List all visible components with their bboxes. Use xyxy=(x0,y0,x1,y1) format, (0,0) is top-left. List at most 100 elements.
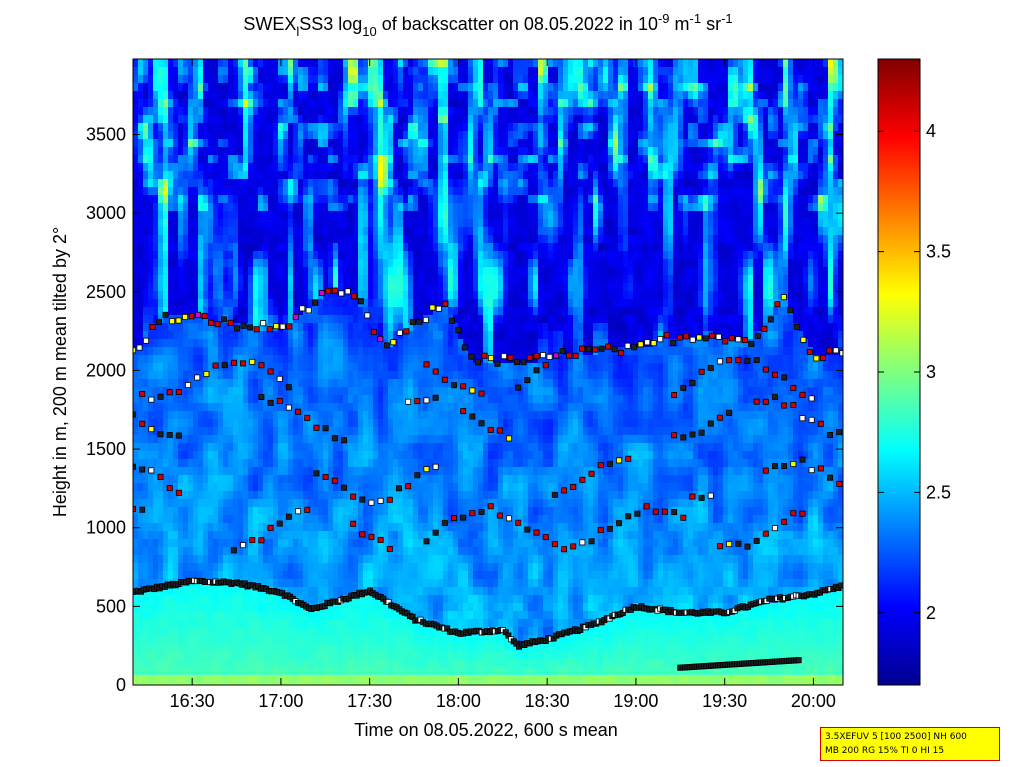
heatmap-cell xyxy=(173,595,179,604)
heatmap-cell xyxy=(383,387,389,396)
heatmap-cell xyxy=(218,539,224,548)
heatmap-cell xyxy=(163,195,169,204)
heatmap-cell xyxy=(248,507,254,516)
heatmap-cell xyxy=(133,387,139,396)
heatmap-cell xyxy=(293,267,299,276)
heatmap-cell xyxy=(423,403,429,412)
heatmap-cell xyxy=(368,411,374,420)
heatmap-cell xyxy=(368,379,374,388)
heatmap-cell xyxy=(258,267,264,276)
heatmap-cell xyxy=(228,619,234,628)
heatmap-cell xyxy=(343,123,349,132)
heatmap-cell xyxy=(423,515,429,524)
heatmap-cell xyxy=(323,675,329,684)
heatmap-cell xyxy=(328,387,334,396)
heatmap-cell xyxy=(133,371,139,380)
heatmap-cell xyxy=(143,611,149,620)
heatmap-cell xyxy=(298,211,304,220)
heatmap-cell xyxy=(213,307,219,316)
heatmap-cell xyxy=(378,211,384,220)
heatmap-cell xyxy=(428,291,434,300)
heatmap-cell xyxy=(383,651,389,660)
heatmap-cell xyxy=(343,259,349,268)
heatmap-cell xyxy=(213,475,219,484)
heatmap-cell xyxy=(308,235,314,244)
heatmap-cell xyxy=(288,59,294,68)
heatmap-cell xyxy=(163,395,169,404)
heatmap-cell xyxy=(143,403,149,412)
heatmap-cell xyxy=(253,59,259,68)
heatmap-cell xyxy=(248,115,254,124)
heatmap-cell xyxy=(303,475,309,484)
heatmap-cell xyxy=(308,539,314,548)
heatmap-cell xyxy=(193,395,199,404)
heatmap-cell xyxy=(443,251,449,260)
heatmap-cell xyxy=(398,243,404,252)
heatmap-cell xyxy=(198,179,204,188)
heatmap-cell xyxy=(438,451,444,460)
heatmap-cell xyxy=(268,451,274,460)
heatmap-cell xyxy=(183,155,189,164)
heatmap-cell xyxy=(363,259,369,268)
heatmap-cell xyxy=(278,579,284,588)
heatmap-cell xyxy=(378,667,384,676)
heatmap-cell xyxy=(288,635,294,644)
heatmap-cell xyxy=(363,331,369,340)
heatmap-cell xyxy=(138,683,144,685)
heatmap-cell xyxy=(168,187,174,196)
heatmap-cell xyxy=(253,499,259,508)
heatmap-cell xyxy=(158,603,164,612)
heatmap-cell xyxy=(328,283,334,292)
heatmap-cell xyxy=(213,531,219,540)
heatmap-cell xyxy=(313,627,319,636)
heatmap-cell xyxy=(178,427,184,436)
heatmap-cell xyxy=(403,139,409,148)
heatmap-cell xyxy=(238,507,244,516)
heatmap-cell xyxy=(428,299,434,308)
heatmap-cell xyxy=(278,483,284,492)
heatmap-cell xyxy=(293,243,299,252)
heatmap-cell xyxy=(258,163,264,172)
heatmap-cell xyxy=(248,659,254,668)
heatmap-cell xyxy=(198,115,204,124)
heatmap-cell xyxy=(363,267,369,276)
heatmap-cell xyxy=(398,251,404,260)
heatmap-cell xyxy=(278,667,284,676)
heatmap-cell xyxy=(278,187,284,196)
heatmap-cell xyxy=(238,107,244,116)
heatmap-cell xyxy=(318,595,324,604)
heatmap-cell xyxy=(353,371,359,380)
heatmap-cell xyxy=(193,443,199,452)
heatmap-cell xyxy=(383,187,389,196)
heatmap-cell xyxy=(138,131,144,140)
heatmap-cell xyxy=(373,443,379,452)
heatmap-cell xyxy=(238,299,244,308)
heatmap-cell xyxy=(398,555,404,564)
heatmap-cell xyxy=(263,235,269,244)
heatmap-cell xyxy=(373,403,379,412)
heatmap-cell xyxy=(163,627,169,636)
heatmap-cell xyxy=(148,579,154,588)
heatmap-cell xyxy=(178,307,184,316)
heatmap-cell xyxy=(228,227,234,236)
heatmap-cell xyxy=(398,211,404,220)
heatmap-cell xyxy=(158,235,164,244)
heatmap-cell xyxy=(173,267,179,276)
heatmap-cell xyxy=(353,195,359,204)
heatmap-cell xyxy=(373,675,379,684)
heatmap-cell xyxy=(133,379,139,388)
heatmap-cell xyxy=(258,283,264,292)
heatmap-cell xyxy=(233,395,239,404)
heatmap-cell xyxy=(213,387,219,396)
heatmap-cell xyxy=(398,659,404,668)
heatmap-cell xyxy=(373,627,379,636)
heatmap-cell xyxy=(268,275,274,284)
heatmap-cell xyxy=(208,315,214,324)
heatmap-cell xyxy=(253,475,259,484)
heatmap-cell xyxy=(358,235,364,244)
heatmap-cell xyxy=(253,83,259,92)
heatmap-cell xyxy=(138,243,144,252)
heatmap-cell xyxy=(378,611,384,620)
heatmap-cell xyxy=(243,187,249,196)
heatmap-cell xyxy=(338,243,344,252)
